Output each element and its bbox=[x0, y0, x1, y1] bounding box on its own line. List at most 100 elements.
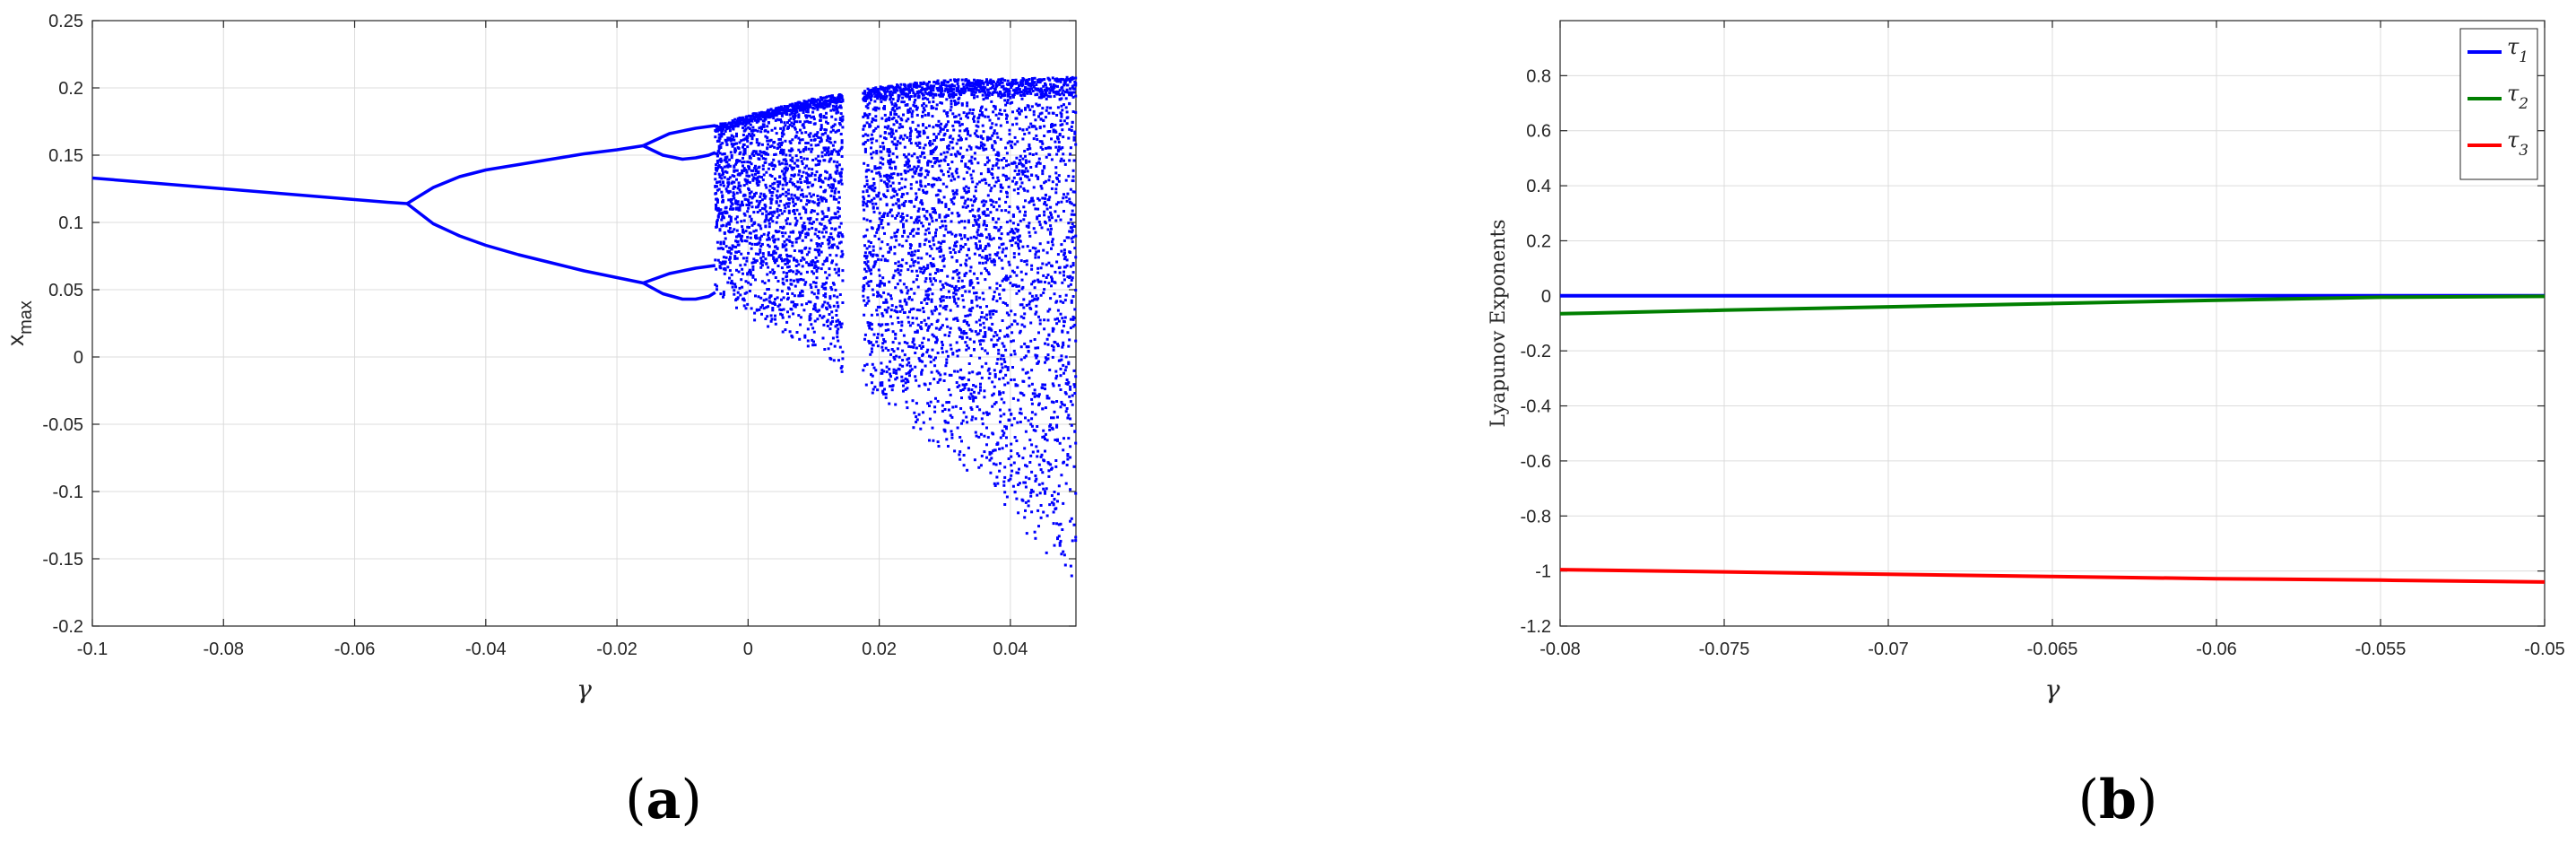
scatter-point bbox=[751, 178, 755, 182]
scatter-point bbox=[1016, 265, 1019, 269]
scatter-point bbox=[1004, 103, 1008, 107]
scatter-point bbox=[799, 193, 802, 196]
scatter-point bbox=[825, 151, 828, 154]
scatter-point bbox=[870, 373, 872, 377]
scatter-point bbox=[784, 170, 787, 174]
scatter-point bbox=[910, 154, 914, 158]
scatter-point bbox=[941, 285, 945, 289]
scatter-point bbox=[722, 180, 724, 184]
scatter-point bbox=[747, 251, 750, 255]
scatter-point bbox=[905, 161, 908, 164]
scatter-point bbox=[732, 187, 735, 190]
scatter-point bbox=[958, 376, 962, 379]
scatter-point bbox=[1000, 93, 1003, 97]
scatter-point bbox=[820, 139, 823, 143]
scatter-point bbox=[1013, 91, 1017, 94]
scatter-point bbox=[816, 106, 820, 109]
scatter-point bbox=[877, 225, 880, 229]
scatter-point bbox=[805, 203, 809, 206]
scatter-point bbox=[821, 217, 825, 221]
scatter-point bbox=[752, 230, 756, 233]
scatter-point bbox=[977, 332, 981, 335]
scatter-point bbox=[938, 199, 941, 203]
scatter-point bbox=[999, 408, 1002, 412]
scatter-point bbox=[984, 200, 988, 204]
scatter-point bbox=[863, 333, 867, 336]
scatter-point bbox=[735, 122, 738, 126]
scatter-point bbox=[762, 123, 766, 126]
scatter-point bbox=[987, 273, 991, 275]
scatter-point bbox=[793, 294, 796, 298]
scatter-point bbox=[901, 96, 905, 100]
scatter-point bbox=[1005, 159, 1008, 162]
scatter-point bbox=[953, 100, 957, 104]
scatter-point bbox=[788, 164, 792, 168]
scatter-point bbox=[996, 442, 1000, 446]
scatter-point bbox=[773, 249, 776, 253]
scatter-point bbox=[960, 335, 964, 339]
scatter-point bbox=[878, 305, 881, 309]
scatter-point bbox=[872, 178, 875, 180]
scatter-point bbox=[919, 154, 923, 158]
scatter-point bbox=[762, 307, 766, 310]
scatter-point bbox=[908, 110, 911, 114]
scatter-point bbox=[718, 152, 722, 155]
scatter-point bbox=[1019, 219, 1022, 222]
scatter-point bbox=[815, 100, 819, 103]
scatter-point bbox=[837, 269, 840, 273]
scatter-point bbox=[825, 199, 828, 203]
scatter-point bbox=[807, 300, 811, 303]
scatter-point bbox=[902, 222, 905, 226]
scatter-point bbox=[748, 241, 751, 245]
scatter-point bbox=[882, 215, 886, 219]
scatter-point bbox=[829, 141, 833, 144]
scatter-point bbox=[748, 270, 750, 274]
scatter-point bbox=[880, 295, 883, 299]
scatter-point bbox=[896, 143, 898, 146]
scatter-point bbox=[782, 271, 785, 274]
scatter-point bbox=[988, 372, 992, 376]
scatter-point bbox=[988, 458, 992, 462]
scatter-point bbox=[1006, 369, 1010, 371]
scatter-point bbox=[973, 199, 976, 203]
scatter-point bbox=[828, 100, 832, 104]
scatter-point bbox=[837, 201, 840, 204]
scatter-point bbox=[783, 121, 786, 125]
scatter-point bbox=[969, 279, 973, 283]
scatter-point bbox=[830, 288, 834, 291]
scatter-point bbox=[966, 101, 969, 105]
scatter-point bbox=[994, 201, 998, 204]
scatter-point bbox=[728, 269, 732, 273]
scatter-point bbox=[803, 283, 807, 286]
scatter-point bbox=[812, 135, 815, 138]
scatter-point bbox=[825, 226, 828, 230]
scatter-point bbox=[787, 315, 791, 318]
scatter-point bbox=[899, 91, 903, 94]
scatter-point bbox=[742, 170, 745, 172]
scatter-point bbox=[951, 405, 955, 409]
scatter-point bbox=[863, 303, 867, 307]
scatter-point bbox=[897, 97, 900, 100]
scatter-point bbox=[815, 268, 819, 272]
scatter-point bbox=[793, 209, 795, 212]
scatter-point bbox=[999, 414, 1002, 418]
scatter-point bbox=[1017, 244, 1020, 248]
scatter-point bbox=[924, 238, 928, 241]
scatter-point bbox=[762, 299, 766, 302]
scatter-point bbox=[863, 234, 867, 238]
scatter-point bbox=[949, 393, 952, 396]
scatter-point bbox=[974, 197, 977, 201]
scatter-point bbox=[969, 354, 973, 357]
scatter-point bbox=[881, 349, 885, 352]
scatter-point bbox=[955, 102, 958, 106]
scatter-point bbox=[883, 131, 887, 134]
scatter-point bbox=[976, 248, 980, 251]
scatter-point bbox=[837, 163, 841, 167]
y-tick-label: -0.2 bbox=[53, 617, 83, 637]
scatter-point bbox=[902, 334, 906, 337]
scatter-point bbox=[731, 174, 734, 178]
scatter-point bbox=[953, 300, 957, 303]
scatter-point bbox=[866, 138, 870, 142]
scatter-point bbox=[863, 244, 866, 248]
scatter-point bbox=[742, 156, 744, 160]
